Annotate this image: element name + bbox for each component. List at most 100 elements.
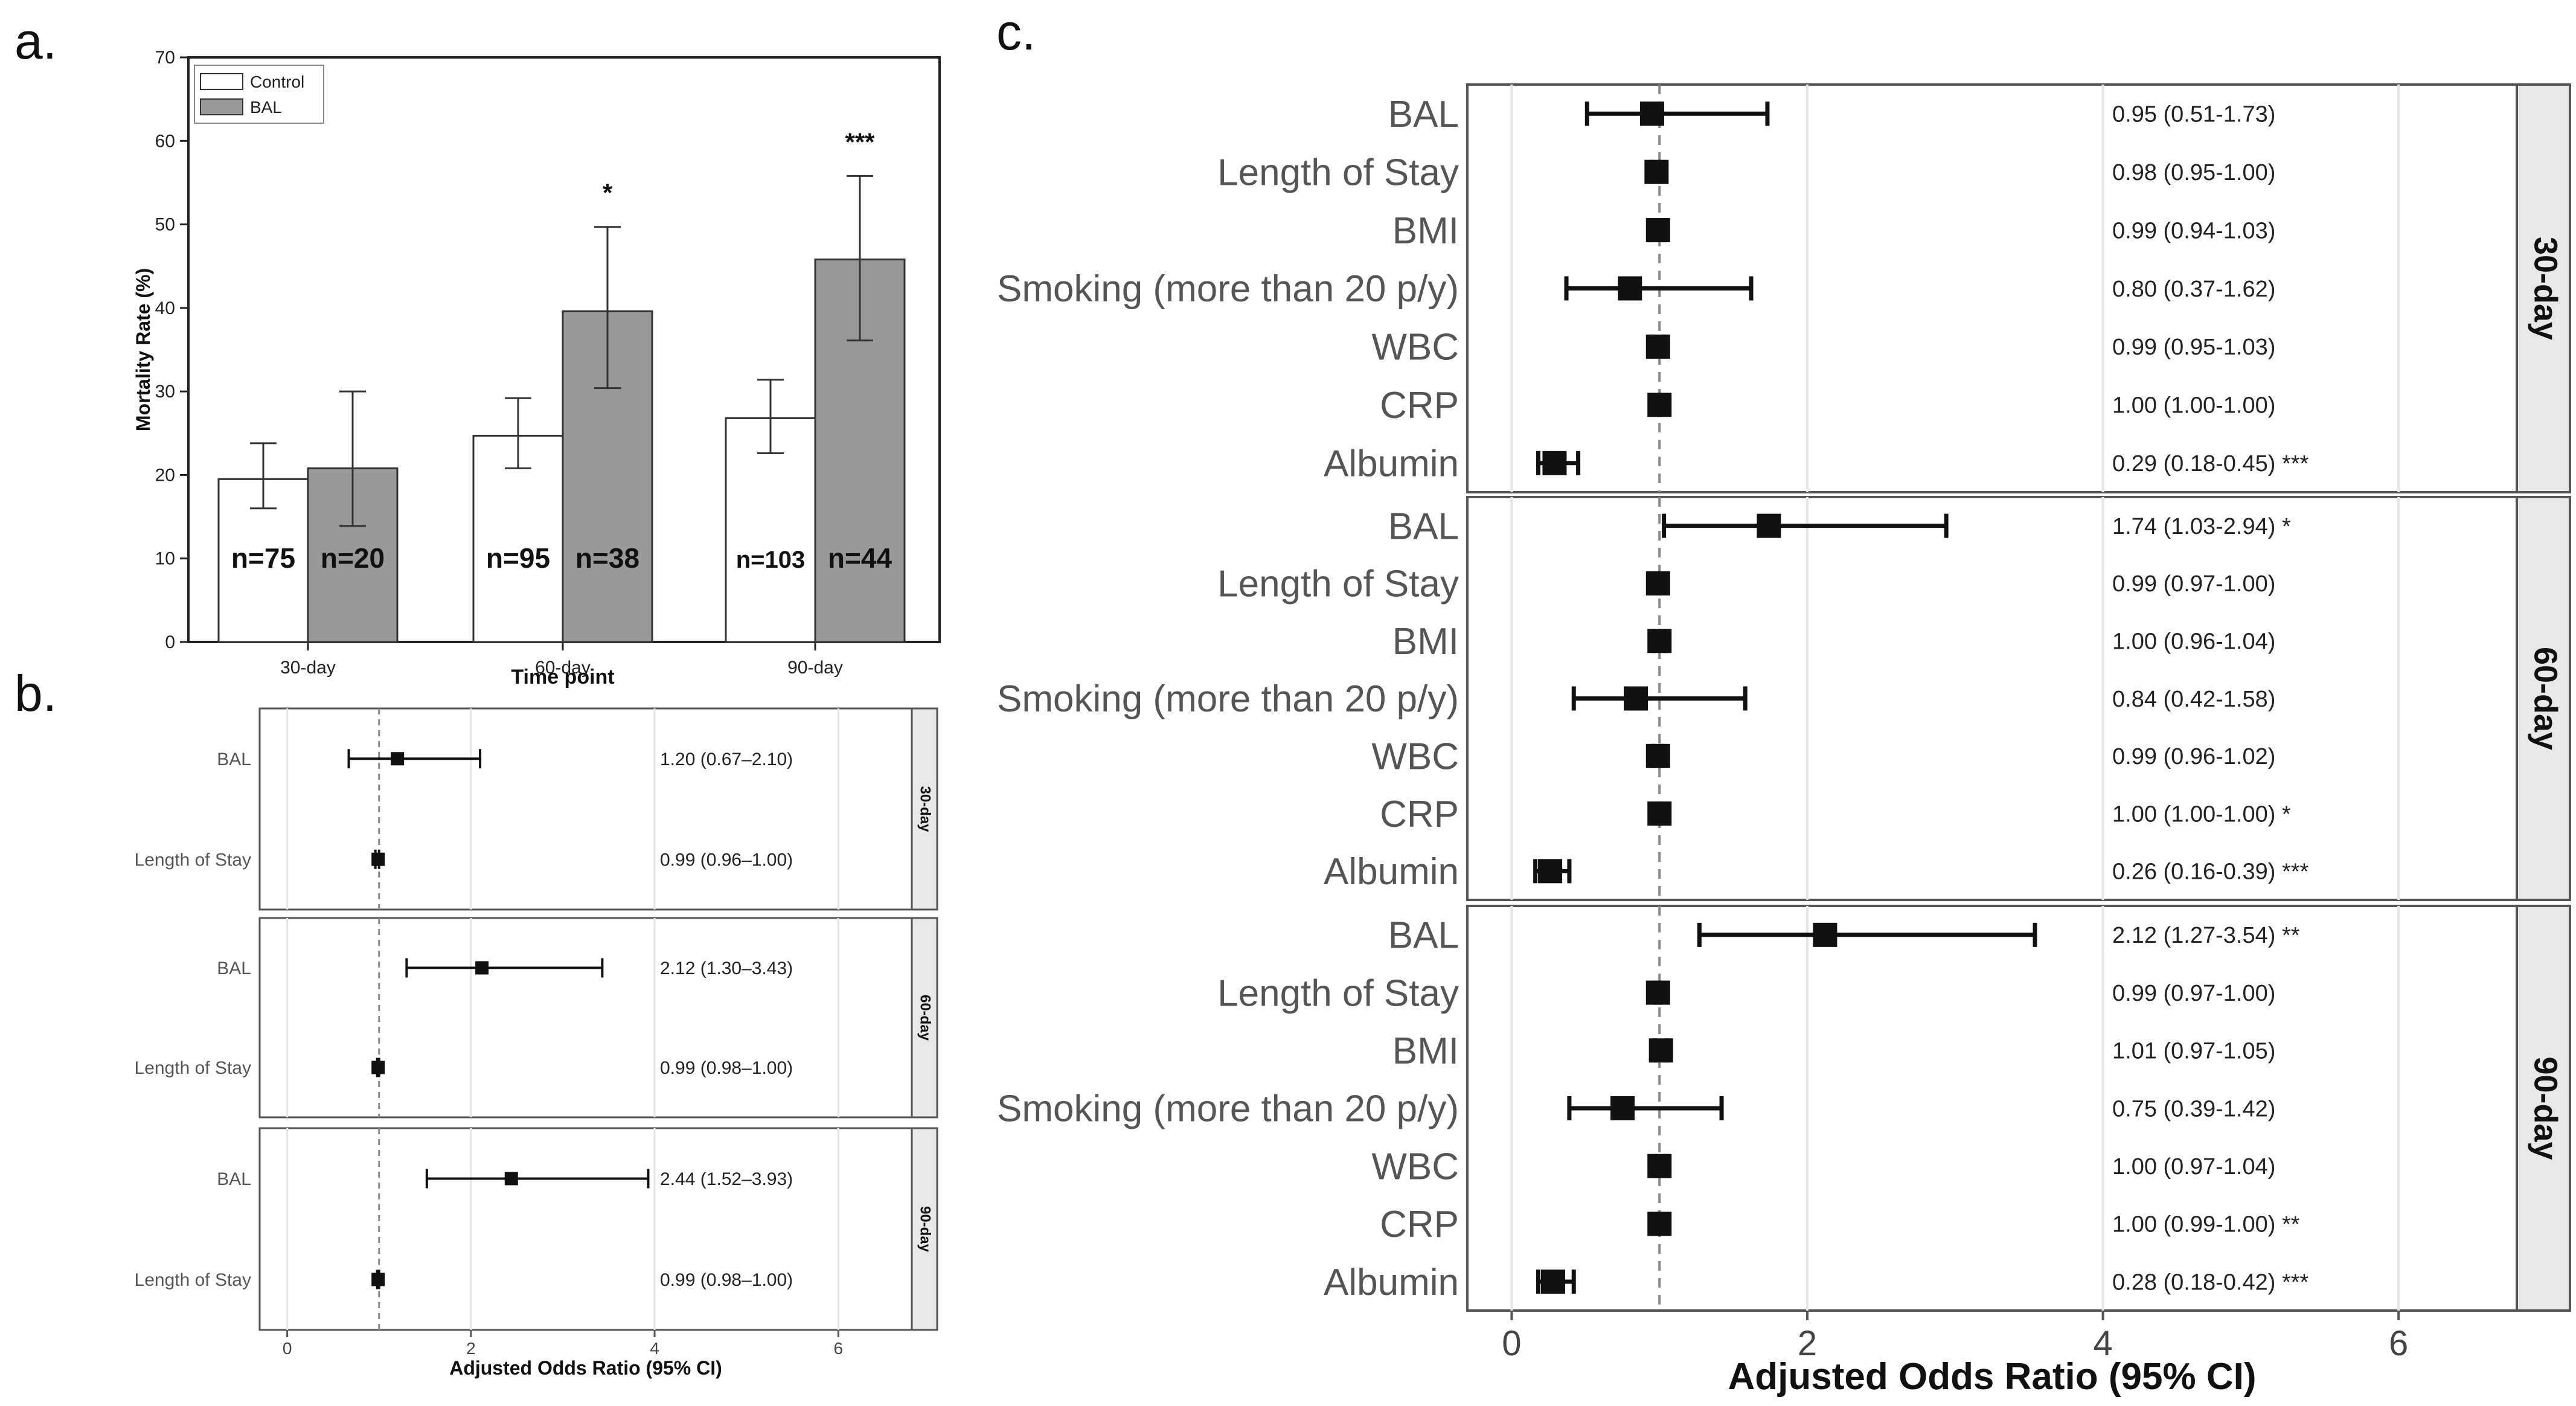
odds-ratio-point [1647, 1154, 1672, 1178]
or-ci-text: 1.00 (1.00-1.00) * [2112, 801, 2291, 827]
odds-ratio-point [1813, 922, 1837, 947]
row-label: CRP [1380, 385, 1459, 426]
or-ci-text: 0.99 (0.95-1.03) [2112, 335, 2275, 360]
facet-strip [911, 917, 938, 1119]
n-label: n=44 [828, 542, 892, 574]
row-label: BMI [1392, 1030, 1459, 1072]
odds-ratio-point [1647, 801, 1672, 826]
forest-plot-b: 30-day BAL 1.20 (0.67–2.10) Length of Stay 0… [135, 707, 938, 1379]
odds-ratio-point [371, 1061, 385, 1074]
row-label: Albumin [1324, 443, 1459, 484]
or-ci-text: 2.12 (1.27-3.54) ** [2112, 923, 2300, 948]
odds-ratio-point [1645, 980, 1670, 1005]
y-tick-label: 50 [155, 215, 175, 235]
panel-label-a: a. [14, 13, 57, 69]
or-ci-text: 1.74 (1.03-2.94) * [2112, 514, 2291, 539]
or-ci-text: 0.99 (0.97-1.00) [2112, 981, 2275, 1006]
row-label: Smoking (more than 20 p/y) [997, 268, 1459, 310]
legend-swatch-control [200, 73, 243, 90]
or-ci-text: 0.80 (0.37-1.62) [2112, 277, 2275, 302]
or-ci-text: 0.26 (0.16-0.39) *** [2112, 859, 2309, 885]
n-label: n=38 [575, 542, 639, 574]
or-ci-text: 0.99 (0.97-1.00) [2112, 571, 2275, 597]
facet-strip-label: 60-day [917, 995, 934, 1041]
facet-strip-label: 90-day [917, 1206, 934, 1253]
row-label: Length of Stay [1217, 563, 1459, 605]
or-ci-text: 1.00 (1.00-1.00) [2112, 393, 2275, 419]
odds-ratio-point [1644, 159, 1669, 184]
odds-ratio-point [1648, 1038, 1673, 1063]
y-tick-label: 30 [155, 382, 175, 402]
y-tick-label: 20 [155, 465, 175, 485]
significance-label: *** [845, 127, 875, 156]
odds-ratio-point [1639, 101, 1664, 126]
or-ci-text: 0.99 (0.96–1.00) [660, 850, 793, 870]
odds-ratio-point [1645, 743, 1670, 768]
or-ci-text: 0.29 (0.18-0.45) *** [2112, 451, 2309, 477]
row-label: BAL [217, 958, 251, 978]
x-tick-label: 0 [1502, 1324, 1521, 1363]
row-label: WBC [1371, 1146, 1459, 1187]
odds-ratio-point [1645, 334, 1670, 359]
significance-label: * [603, 179, 613, 207]
or-ci-text: 1.00 (0.99-1.00) ** [2112, 1212, 2300, 1237]
x-tick-label: 30-day [280, 658, 336, 678]
facet-strip [2516, 83, 2571, 493]
n-label: n=75 [231, 542, 295, 574]
x-tick-label: 6 [2389, 1324, 2408, 1363]
y-tick-label: 10 [155, 549, 175, 569]
x-axis-label: Time point [511, 666, 614, 689]
or-ci-text: 0.75 (0.39-1.42) [2112, 1096, 2275, 1122]
odds-ratio-point [1647, 393, 1672, 417]
odds-ratio-point [371, 1273, 385, 1286]
panel-label-c: c. [996, 4, 1036, 60]
row-label: Length of Stay [135, 1270, 251, 1290]
or-ci-text: 1.00 (0.97-1.04) [2112, 1154, 2275, 1180]
x-tick-label: 0 [283, 1339, 292, 1358]
n-label: n=95 [486, 542, 550, 574]
odds-ratio-point [1610, 1096, 1635, 1120]
row-label: BAL [1388, 94, 1459, 135]
row-label: Length of Stay [1217, 152, 1459, 193]
odds-ratio-point [504, 1172, 518, 1186]
row-label: BAL [1388, 915, 1459, 957]
odds-ratio-point [1647, 1212, 1672, 1236]
row-label: BMI [1392, 621, 1459, 663]
odds-ratio-point [1542, 451, 1567, 475]
odds-ratio-point [1624, 686, 1648, 711]
or-ci-text: 0.84 (0.42-1.58) [2112, 687, 2275, 712]
legend-swatch-bal [200, 98, 243, 115]
odds-ratio-point [1618, 276, 1642, 301]
row-label: Albumin [1324, 851, 1459, 893]
odds-ratio-point [475, 961, 489, 975]
facet-panel [258, 1127, 913, 1331]
row-label: CRP [1380, 1204, 1459, 1245]
or-ci-text: 0.28 (0.18-0.42) *** [2112, 1270, 2309, 1295]
facet-strip-label: 30-day [917, 786, 934, 832]
x-tick-label: 6 [834, 1339, 844, 1358]
or-ci-text: 0.99 (0.96-1.02) [2112, 744, 2275, 769]
facet-strip [2516, 905, 2571, 1312]
facet-strip-label: 30-day [2528, 237, 2564, 340]
row-label: WBC [1371, 736, 1459, 777]
facet-strip-label: 90-day [2528, 1056, 2564, 1160]
n-label: n=103 [736, 547, 806, 573]
y-axis-label: Mortality Rate (%) [132, 268, 154, 431]
or-ci-text: 0.95 (0.51-1.73) [2112, 102, 2275, 127]
or-ci-text: 0.98 (0.95-1.00) [2112, 160, 2275, 185]
panel-label-b: b. [14, 665, 57, 722]
row-label: WBC [1371, 327, 1459, 368]
or-ci-text: 2.12 (1.30–3.43) [660, 958, 793, 978]
or-ci-text: 1.20 (0.67–2.10) [660, 750, 793, 769]
legend-label: Control [250, 72, 304, 91]
odds-ratio-point [391, 752, 405, 766]
row-label: Albumin [1324, 1262, 1459, 1303]
row-label: Length of Stay [135, 850, 251, 870]
odds-ratio-point [1647, 629, 1672, 653]
row-label: BAL [217, 1169, 251, 1189]
y-tick-label: 70 [155, 48, 175, 68]
or-ci-text: 0.99 (0.98–1.00) [660, 1058, 793, 1078]
facet-strip-label: 60-day [2528, 647, 2564, 750]
facet-panel [258, 917, 913, 1119]
